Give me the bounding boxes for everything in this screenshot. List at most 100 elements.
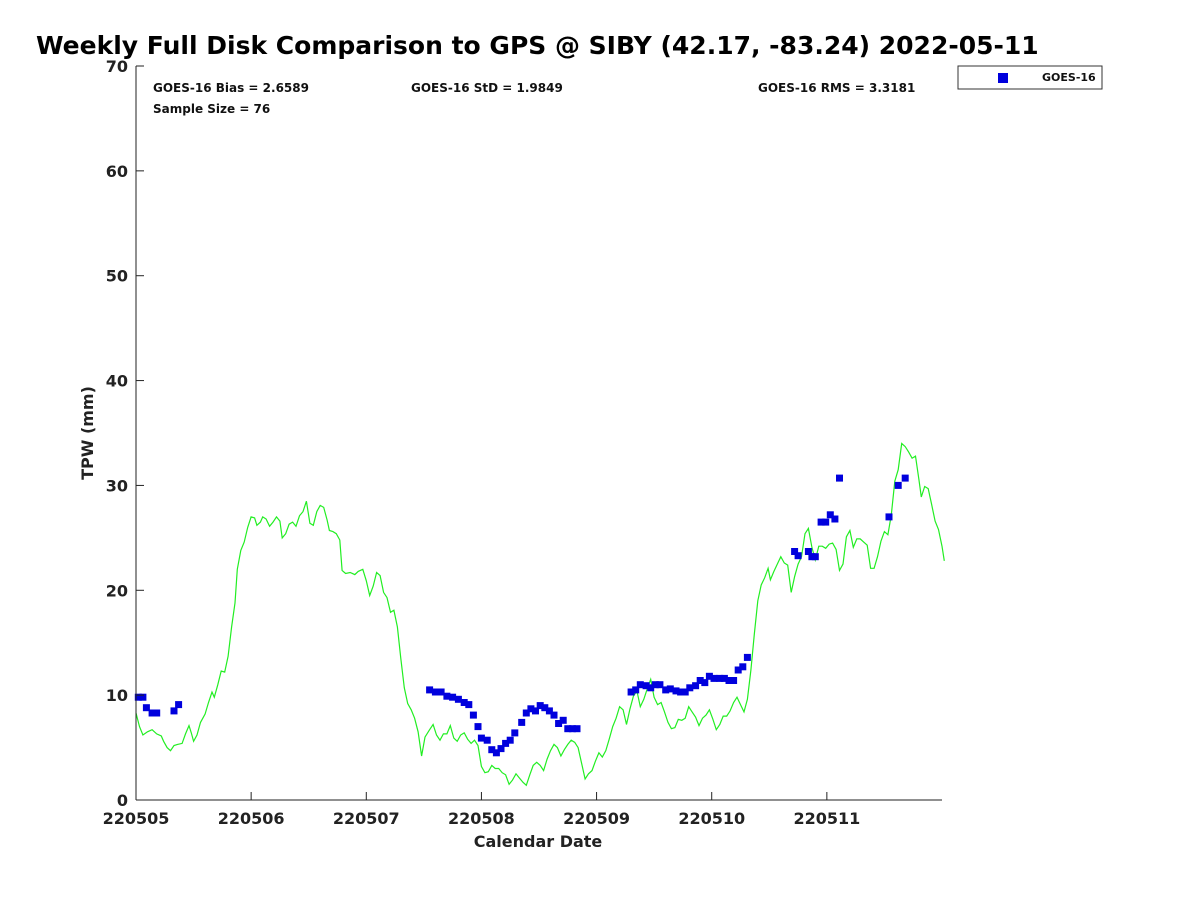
goes16-point: [831, 515, 839, 523]
goes16-point: [811, 553, 819, 561]
x-tick-label: 220510: [678, 809, 745, 828]
goes16-point: [901, 474, 909, 482]
goes16-point: [636, 681, 644, 689]
x-tick-label: 220506: [218, 809, 285, 828]
goes16-point: [627, 688, 635, 696]
goes16-point: [564, 725, 572, 733]
goes16-point: [632, 686, 640, 694]
goes16-point: [662, 686, 670, 694]
goes16-point: [502, 739, 510, 747]
goes16-point: [743, 653, 751, 661]
goes16-point: [532, 707, 539, 715]
goes16-point: [681, 688, 689, 696]
goes16-point: [454, 695, 462, 703]
goes16-point: [656, 681, 664, 689]
goes16-point: [677, 688, 685, 696]
goes16-point: [804, 548, 812, 555]
goes16-point: [437, 688, 445, 696]
x-tick-label: 220505: [103, 809, 170, 828]
goes16-point: [506, 736, 514, 744]
goes16-point: [791, 548, 799, 555]
goes16-point: [460, 699, 468, 706]
legend-marker-goes16: [998, 73, 1008, 83]
goes16-point: [518, 718, 526, 726]
y-tick-label: 50: [106, 267, 128, 286]
goes16-point: [836, 474, 843, 482]
goes16-point: [536, 702, 544, 710]
goes16-point: [139, 693, 147, 701]
goes16-point: [672, 687, 680, 695]
goes16-point: [822, 518, 830, 526]
goes16-point: [826, 511, 834, 519]
std-stat: GOES-16 StD = 1.9849: [411, 81, 563, 95]
goes16-point: [527, 705, 535, 713]
goes16-point: [488, 746, 496, 754]
x-tick-label: 220509: [563, 809, 630, 828]
goes16-point: [710, 674, 718, 682]
goes16-point: [701, 679, 709, 687]
gps-series: [135, 442, 945, 787]
y-axis-label: TPW (mm): [78, 386, 97, 480]
goes16-point: [134, 693, 142, 701]
goes16-point: [725, 677, 733, 684]
y-tick-label: 20: [106, 581, 128, 600]
legend: GOES-16: [957, 65, 1103, 90]
goes16-point: [686, 684, 694, 692]
goes16-point: [696, 677, 704, 684]
goes16-point: [426, 686, 434, 694]
goes16-point: [692, 682, 700, 690]
goes16-point: [431, 688, 439, 696]
sample-size-stat: Sample Size = 76: [153, 102, 270, 116]
goes16-point: [511, 729, 519, 737]
goes16-point: [705, 672, 713, 680]
goes16-point: [739, 663, 747, 671]
goes16-point: [449, 693, 457, 701]
y-tick-label: 60: [106, 162, 128, 181]
goes16-point: [443, 692, 451, 700]
goes16-point: [492, 749, 500, 757]
goes16-point: [555, 720, 563, 727]
y-tick-label: 0: [117, 791, 128, 810]
goes16-series: [134, 474, 909, 757]
goes16-point: [568, 725, 576, 733]
goes16-point: [794, 552, 802, 560]
goes16-point: [483, 736, 491, 744]
legend-label-goes16: GOES-16: [1042, 71, 1096, 84]
goes16-point: [497, 745, 505, 753]
goes16-point: [522, 709, 530, 717]
y-tick-label: 10: [106, 686, 128, 705]
goes16-point: [651, 681, 659, 689]
goes16-point: [541, 704, 549, 712]
goes16-point: [716, 674, 724, 682]
goes16-point: [477, 734, 485, 742]
goes16-point: [730, 677, 738, 684]
goes16-point: [817, 518, 825, 526]
bias-stat: GOES-16 Bias = 2.6589: [153, 81, 309, 95]
y-tick-label: 30: [106, 476, 128, 495]
goes16-point: [465, 701, 473, 709]
goes16-point: [885, 513, 893, 521]
goes16-point: [642, 682, 650, 690]
x-tick-label: 220507: [333, 809, 400, 828]
goes16-point: [894, 481, 902, 489]
goes16-point: [573, 725, 581, 733]
gps-line: [135, 442, 945, 787]
goes16-point: [474, 723, 482, 731]
goes16-point: [153, 709, 161, 717]
axes: 0 10 20 30 40 50 60 70 220505 220506 220507 220508 2…: [103, 57, 942, 828]
goes16-point: [170, 707, 178, 715]
plot-area: [136, 66, 942, 800]
x-axis-label: Calendar Date: [474, 832, 603, 851]
goes16-point: [666, 685, 674, 693]
goes16-point: [550, 711, 558, 719]
goes16-point: [734, 666, 742, 674]
y-tick-label: 40: [106, 372, 128, 391]
goes16-point: [647, 684, 655, 692]
goes16-point: [559, 716, 567, 724]
goes16-point: [545, 707, 553, 715]
goes16-point: [175, 701, 183, 709]
y-tick-label: 70: [106, 57, 128, 76]
chart-title: Weekly Full Disk Comparison to GPS @ SIB…: [36, 31, 1039, 60]
x-tick-label: 220511: [793, 809, 860, 828]
